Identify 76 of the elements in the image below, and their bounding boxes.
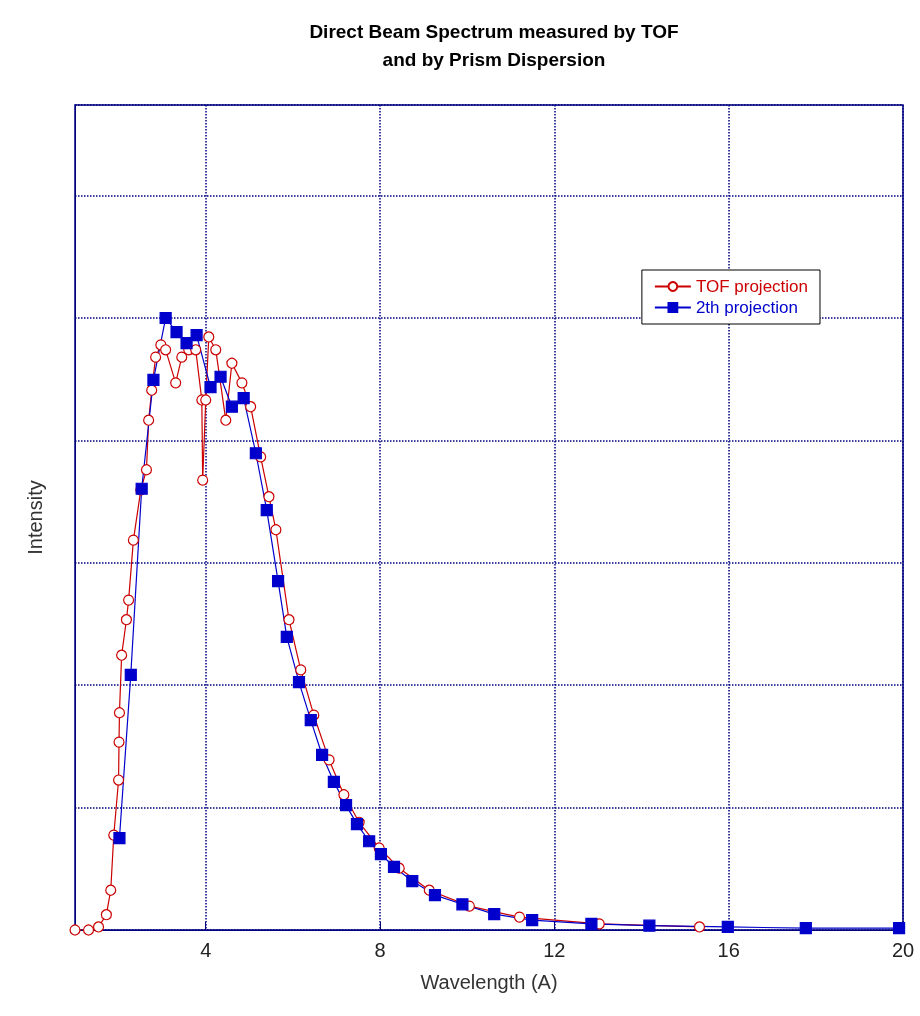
point — [526, 914, 539, 927]
point — [339, 799, 353, 812]
point — [69, 924, 81, 936]
point — [113, 832, 126, 845]
point — [721, 920, 734, 934]
point — [210, 344, 222, 356]
point — [113, 736, 125, 748]
point — [200, 394, 212, 406]
chart-title: Direct Beam Spectrum measured by TOF and by Prism Dispersion — [309, 20, 679, 70]
x-tick-label: 4 — [200, 939, 212, 961]
point — [456, 898, 469, 911]
point — [387, 860, 401, 874]
x-axis-title: Wavelength (A) — [420, 971, 558, 993]
point — [304, 713, 317, 727]
point — [203, 331, 215, 343]
point — [214, 370, 227, 383]
point — [236, 377, 248, 389]
x-tick-label: 20 — [891, 939, 915, 961]
point — [363, 835, 376, 848]
point — [799, 922, 812, 935]
point — [271, 575, 285, 588]
point — [225, 400, 238, 413]
point — [159, 311, 172, 325]
point — [237, 392, 250, 405]
point — [92, 921, 105, 933]
point — [292, 676, 306, 689]
point — [428, 889, 442, 902]
point — [283, 614, 295, 626]
y-axis-title: Intensity — [24, 480, 46, 555]
point — [892, 922, 906, 935]
point — [116, 649, 128, 661]
x-tick-label: 12 — [543, 939, 566, 961]
point — [220, 414, 232, 426]
point — [643, 919, 656, 932]
point — [693, 921, 706, 933]
x-tick-label: 8 — [374, 939, 386, 961]
point — [113, 707, 126, 719]
point — [170, 325, 183, 339]
point — [82, 924, 95, 936]
point — [585, 917, 598, 930]
point — [176, 351, 188, 363]
point — [180, 336, 193, 350]
point — [197, 474, 209, 486]
point — [190, 329, 203, 342]
point — [315, 748, 329, 762]
point — [249, 447, 262, 460]
point — [270, 524, 282, 536]
point — [160, 344, 172, 356]
point — [263, 491, 275, 503]
point — [374, 848, 388, 861]
point — [190, 344, 202, 356]
point — [143, 414, 155, 426]
point — [112, 774, 125, 786]
point — [327, 775, 340, 788]
legend-label: TOF projection — [695, 277, 809, 296]
point — [120, 614, 133, 626]
point — [488, 907, 501, 921]
point — [295, 664, 307, 676]
point — [127, 534, 139, 546]
point — [140, 464, 153, 476]
legend-label: 2th projection — [695, 298, 798, 317]
x-tick-label: 16 — [717, 939, 740, 961]
point — [147, 373, 160, 386]
point — [406, 874, 419, 888]
point — [260, 504, 273, 517]
point — [124, 668, 137, 681]
point — [245, 401, 257, 413]
point — [226, 357, 238, 369]
point — [150, 351, 162, 363]
point — [170, 377, 182, 389]
point — [123, 594, 135, 606]
point — [204, 381, 217, 394]
point — [105, 884, 117, 896]
point — [513, 911, 526, 923]
point — [100, 909, 112, 921]
point — [280, 630, 293, 643]
